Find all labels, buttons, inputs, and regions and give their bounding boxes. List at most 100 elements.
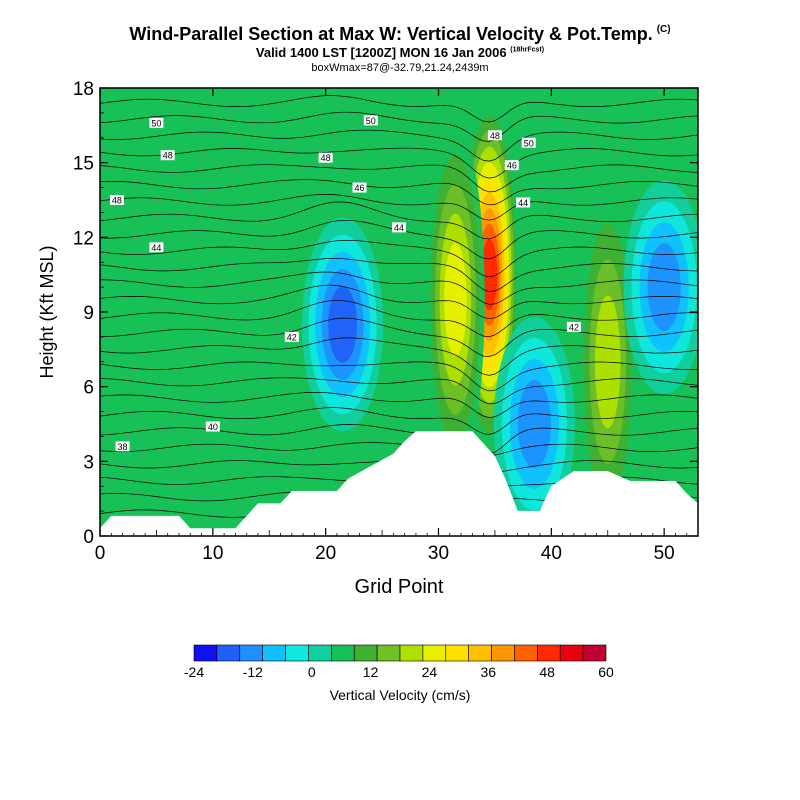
x-tick-label: 20 — [315, 543, 336, 564]
colorbar-label: Vertical Velocity (cm/s) — [330, 687, 471, 703]
contour-label-bg — [160, 150, 175, 161]
contour-label-bg — [205, 421, 220, 432]
contour-label: 48 — [490, 131, 500, 141]
velocity-band — [594, 295, 621, 429]
velocity-band — [328, 286, 357, 363]
contour-label: 44 — [394, 223, 404, 233]
colorbar-swatch — [239, 644, 263, 662]
plot-area: 50 50 50 48 48 48 48 46 46 44 44 44 42 42 40 38 — [99, 87, 699, 537]
y-tick-label: 18 — [73, 79, 94, 100]
colorbar-swatch — [399, 644, 424, 662]
colorbar-swatch — [285, 644, 309, 662]
velocity-field — [100, 88, 698, 536]
colorbar-tick-label: 24 — [422, 664, 438, 680]
theta-contour — [100, 164, 698, 193]
theta-contour — [100, 111, 698, 142]
theta-contour — [100, 299, 698, 337]
theta-contour — [100, 271, 698, 305]
x-tick-label: 40 — [541, 543, 562, 564]
contour-label-bg — [487, 130, 502, 141]
contour-label: 44 — [518, 198, 528, 208]
terrain — [100, 431, 698, 536]
y-tick-label: 15 — [73, 154, 94, 175]
y-tick-label: 12 — [73, 228, 94, 249]
contour-label-bg — [352, 182, 367, 193]
contour-labels: 50 50 50 48 48 48 48 46 46 44 44 44 42 42 40 38 — [109, 115, 581, 452]
y-tick-label: 0 — [83, 527, 94, 548]
colorbar-swatch — [193, 644, 218, 662]
theta-contour — [100, 392, 698, 418]
contour-label: 50 — [524, 138, 534, 148]
colorbar-swatch — [353, 644, 378, 662]
contour-label-bg — [392, 222, 406, 233]
colorbar-swatch — [422, 644, 447, 662]
chart-subtitle: Valid 1400 LST [1200Z] MON 16 Jan 2006 (… — [255, 45, 545, 60]
contour-label: 44 — [151, 243, 161, 253]
theta-contour — [100, 337, 698, 376]
colorbar-swatch — [376, 644, 401, 662]
contour-label: 38 — [118, 442, 128, 452]
contour-label-bg — [516, 197, 531, 208]
contour-label: 42 — [287, 332, 297, 342]
theta-contour — [100, 377, 698, 405]
contour-label-bg — [521, 137, 536, 148]
colorbar-swatch — [262, 644, 286, 662]
contour-label-bg — [115, 441, 130, 452]
x-axis-label: Grid Point — [355, 576, 444, 598]
theta-contour — [100, 201, 698, 240]
colorbar-swatch — [582, 644, 607, 662]
contour-label-bg — [109, 195, 124, 205]
theta-contour — [100, 284, 698, 320]
contour-label-bg — [149, 242, 164, 253]
colorbar: -24 -12 0 12 24 36 48 60 — [184, 644, 614, 680]
contour-label: 50 — [366, 116, 376, 126]
velocity-band — [517, 380, 551, 468]
contour-label: 48 — [163, 151, 173, 161]
theta-contours — [100, 95, 698, 518]
colorbar-tick-label: 60 — [598, 664, 614, 680]
theta-contour — [100, 361, 698, 392]
contour-label-bg — [149, 117, 164, 128]
colorbar-tick-label: 48 — [539, 664, 555, 680]
theta-contour — [100, 194, 698, 221]
chart-title: Wind-Parallel Section at Max W: Vertical… — [129, 24, 671, 44]
x-tick-label: 30 — [428, 543, 449, 564]
x-tick-label: 10 — [202, 543, 223, 564]
theta-contour — [100, 442, 698, 457]
x-axis: 0 10 20 30 40 50 — [95, 88, 688, 564]
theta-contour — [100, 147, 698, 179]
theta-contour — [100, 239, 698, 278]
contour-label-bg — [504, 160, 519, 171]
contour-label-bg — [318, 152, 333, 163]
contour-label: 46 — [355, 183, 365, 193]
theta-contour — [100, 95, 698, 123]
colorbar-tick-label: -12 — [243, 664, 263, 680]
y-axis: 0 3 6 9 12 15 18 — [73, 79, 698, 548]
y-tick-label: 6 — [83, 378, 94, 399]
y-axis-label: Height (Kft MSL) — [37, 245, 57, 378]
contour-label: 48 — [112, 196, 122, 206]
theta-contour — [100, 317, 698, 357]
velocity-band — [647, 243, 681, 332]
theta-contour — [100, 258, 698, 292]
contour-label: 40 — [208, 422, 218, 432]
contour-label-bg — [566, 321, 581, 332]
y-tick-label: 3 — [83, 452, 94, 473]
contour-label: 48 — [321, 153, 331, 163]
contour-label-bg — [363, 115, 378, 126]
colorbar-tick-label: 36 — [480, 664, 496, 680]
velocity-band — [481, 239, 498, 311]
colorbar-swatch — [537, 644, 561, 662]
theta-contour — [100, 424, 698, 455]
contour-label-bg — [284, 331, 299, 342]
theta-contour — [100, 407, 698, 435]
theta-contour — [100, 129, 698, 162]
colorbar-tick-label: 12 — [363, 664, 379, 680]
colorbar-swatch — [559, 644, 584, 662]
colorbar-tick-label: 0 — [308, 664, 316, 680]
colorbar-swatch — [331, 644, 355, 662]
contour-label: 42 — [569, 322, 579, 332]
colorbar-swatch — [491, 644, 515, 662]
x-tick-label: 50 — [654, 543, 675, 564]
